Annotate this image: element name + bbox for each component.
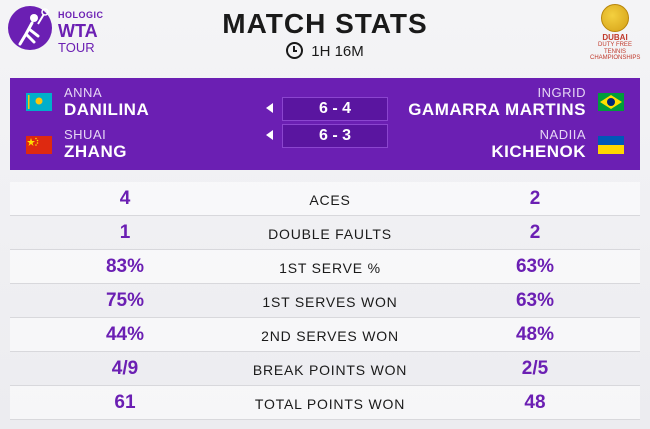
china-flag-icon (26, 136, 52, 154)
stat-label: TOTAL POINTS WON (254, 396, 406, 412)
stat-value-right: 2 (529, 188, 541, 209)
stat-value-left: 4 (119, 188, 131, 209)
player-first-name: ANNA (64, 85, 103, 100)
duration-value: 1H 16M (311, 43, 364, 60)
stat-value-right: 2 (529, 222, 541, 243)
kazakhstan-flag-icon (26, 93, 52, 111)
stat-value-left: 75% (105, 290, 145, 311)
stat-value-left: 1 (119, 222, 131, 243)
stat-label: 2ND SERVES WON (261, 328, 399, 344)
stat-value-left: 83% (105, 256, 145, 277)
logo-hologic: HOLOGIC (58, 10, 104, 20)
logo-wta: WTA (58, 21, 98, 41)
sponsor-logo: DUBAI DUTY FREE TENNIS CHAMPIONSHIPS (590, 4, 640, 62)
wta-logo-text: HOLOGIC WTA TOUR (58, 10, 104, 55)
stat-label: DOUBLE FAULTS (268, 226, 392, 242)
player-first-name: INGRID (537, 85, 586, 100)
player-first-name: SHUAI (64, 127, 107, 142)
stats-table: 4 ACES 2 1 DOUBLE FAULTS 2 83% 1ST SERVE… (10, 182, 640, 420)
brazil-flag-icon (598, 93, 624, 111)
stat-value-right: 63% (515, 256, 555, 277)
match-duration: 1H 16M (0, 42, 650, 60)
set-score: 6 - 4 (282, 97, 388, 121)
set-score: 6 - 3 (282, 124, 388, 148)
logo-tour: TOUR (58, 40, 95, 55)
player-last-name: KICHENOK (491, 142, 586, 161)
stat-row: 1 DOUBLE FAULTS 2 (10, 216, 640, 250)
player-last-name: GAMARRA MARTINS (408, 100, 586, 119)
player-last-name: ZHANG (64, 142, 127, 161)
wta-logo: HOLOGIC WTA TOUR (8, 6, 128, 55)
stat-value-right: 63% (515, 290, 555, 311)
stat-label: BREAK POINTS WON (252, 362, 408, 378)
sponsor-line4: CHAMPIONSHIPS (590, 55, 641, 62)
stat-label: 1ST SERVE % (279, 260, 381, 276)
tennis-ball-icon (601, 4, 629, 32)
stat-value-right: 2/5 (521, 358, 549, 379)
ukraine-flag-icon (598, 136, 624, 154)
wta-player-icon (8, 6, 52, 50)
serve-indicator-icon (266, 103, 273, 113)
player-first-name: NADIIA (539, 127, 586, 142)
stat-value-left: 61 (114, 392, 136, 413)
sponsor-line2: DUTY FREE (598, 42, 632, 48)
stat-row: 83% 1ST SERVE % 63% (10, 250, 640, 284)
page-title: MATCH STATS (222, 8, 428, 39)
stat-row: 61 TOTAL POINTS WON 48 (10, 386, 640, 420)
stat-row: 44% 2ND SERVES WON 48% (10, 318, 640, 352)
stat-row: 75% 1ST SERVES WON 63% (10, 284, 640, 318)
stat-value-right: 48 (524, 392, 546, 413)
players-panel: ANNA DANILINA SHUAI ZHANG 6 - 4 6 - 3 IN… (10, 78, 640, 170)
stat-label: 1ST SERVES WON (262, 294, 398, 310)
stat-value-right: 48% (515, 324, 555, 345)
stat-label: ACES (309, 192, 351, 208)
player-last-name: DANILINA (64, 100, 150, 119)
serve-indicator-icon (266, 130, 273, 140)
header: HOLOGIC WTA TOUR MATCH STATS 1H 16M DUBA… (0, 0, 650, 78)
clock-icon (286, 42, 304, 59)
sponsor-line3: TENNIS (603, 48, 626, 55)
stat-value-left: 4/9 (111, 358, 139, 379)
sponsor-line1: DUBAI (602, 33, 628, 42)
stat-row: 4/9 BREAK POINTS WON 2/5 (10, 352, 640, 386)
stat-value-left: 44% (105, 324, 145, 345)
stat-row: 4 ACES 2 (10, 182, 640, 216)
